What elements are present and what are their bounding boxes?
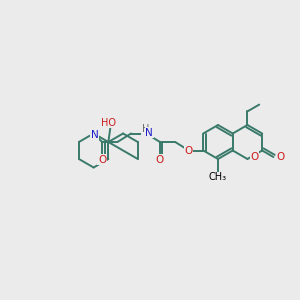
Text: O: O (276, 152, 285, 162)
Text: HO: HO (101, 118, 116, 128)
Text: O: O (98, 154, 106, 165)
Text: N: N (91, 130, 98, 140)
Text: O: O (185, 146, 193, 155)
Text: O: O (250, 152, 259, 162)
Text: N: N (146, 128, 153, 137)
Text: CH₃: CH₃ (209, 172, 227, 182)
Text: O: O (156, 154, 164, 165)
Text: H: H (142, 124, 149, 134)
